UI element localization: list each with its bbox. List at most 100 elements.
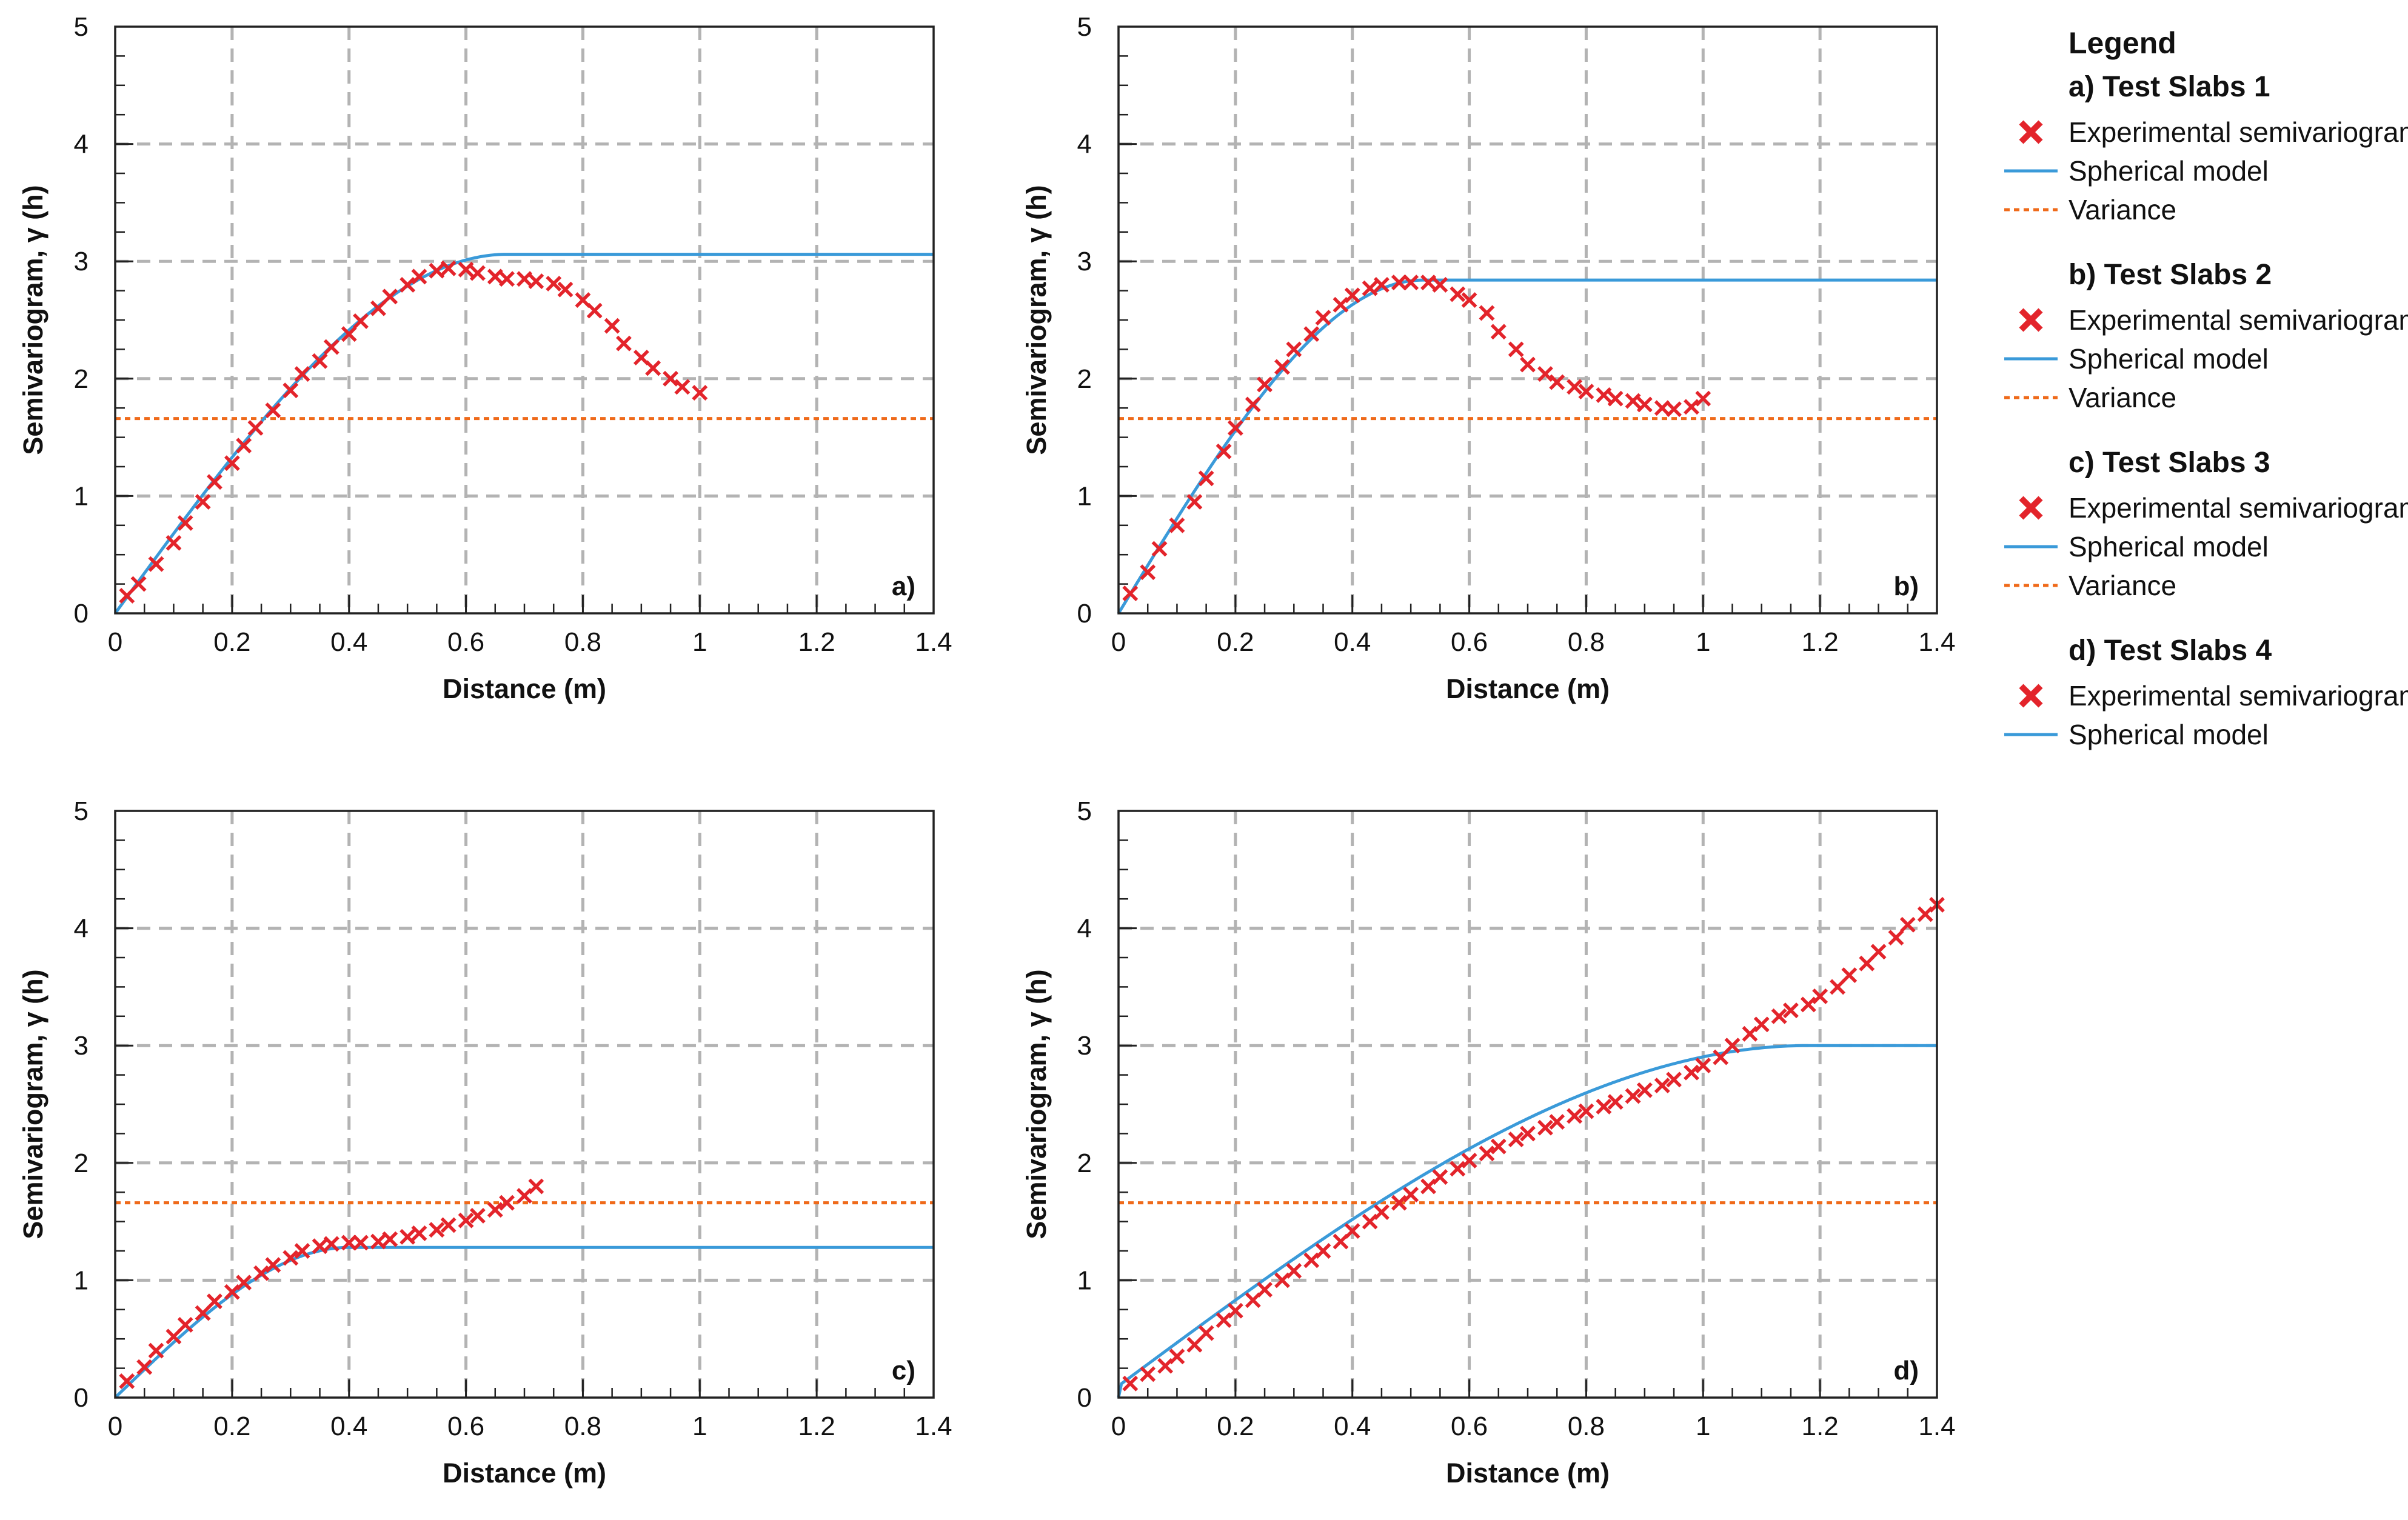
- y-tick-label: 0: [74, 599, 89, 628]
- experimental-point: [1151, 541, 1168, 557]
- y-tick-label: 2: [74, 364, 89, 394]
- experimental-point: [1812, 988, 1828, 1004]
- experimental-point: [1666, 401, 1682, 418]
- x-axis-title: Distance (m): [1446, 1458, 1610, 1488]
- experimental-point: [1607, 1094, 1624, 1110]
- experimental-point: [265, 1257, 281, 1273]
- experimental-point: [119, 1373, 135, 1389]
- legend-group: a) Test Slabs 1 Experimental semivariogra…: [2001, 68, 2408, 229]
- experimental-point: [1420, 275, 1437, 290]
- legend-group-title: a) Test Slabs 1: [2069, 71, 2270, 103]
- x-tick-label: 0.2: [213, 1412, 250, 1441]
- experimental-point: [1303, 326, 1320, 342]
- experimental-point: [1403, 1187, 1419, 1203]
- x-tick-label: 1.2: [1802, 627, 1839, 657]
- experimental-point: [195, 494, 211, 510]
- experimental-point: [487, 268, 503, 285]
- experimental-point: [1286, 1262, 1302, 1279]
- plot-frame: [114, 25, 935, 615]
- experimental-point: [1724, 1038, 1741, 1054]
- x-tick-label: 0.6: [1451, 1412, 1488, 1441]
- experimental-point: [1391, 1195, 1407, 1211]
- experimental-point: [1198, 470, 1214, 487]
- legend-group-title: b) Test Slabs 2: [2069, 259, 2272, 291]
- legend-group-title: c) Test Slabs 3: [2069, 447, 2270, 479]
- x-tick-label: 0.2: [1217, 627, 1254, 657]
- experimental-point: [1753, 1016, 1770, 1033]
- experimental-point: [312, 1238, 328, 1255]
- experimental-point: [499, 1195, 515, 1211]
- experimental-point: [429, 262, 445, 279]
- experimental-point: [633, 350, 649, 365]
- experimental-point: [1140, 564, 1156, 581]
- panel-b: 0 0.2 0.4 0.6 0.8 1 1.2 1.4 0 1 2 3 4 5 Distance (m) Se…: [1021, 12, 1956, 704]
- experimental-point: [615, 335, 632, 352]
- y-tick-label: 3: [1077, 247, 1092, 276]
- x-tick-label: 0.6: [447, 1412, 484, 1441]
- experimental-point: [283, 1250, 299, 1266]
- experimental-point: [1578, 1103, 1594, 1119]
- experimental-point: [1625, 393, 1641, 409]
- y-tick-label: 4: [74, 914, 89, 944]
- experimental-point: [1450, 1161, 1466, 1177]
- experimental-point: [382, 288, 398, 305]
- legend-item-label: Variance: [2069, 194, 2177, 225]
- experimental-point: [283, 382, 299, 399]
- experimental-point: [575, 292, 591, 308]
- experimental-point: [487, 1202, 503, 1218]
- experimental-point: [1227, 420, 1243, 436]
- experimental-point: [1782, 1002, 1799, 1019]
- y-tick-label: 1: [74, 481, 89, 511]
- cross-marker-icon: [2001, 488, 2061, 527]
- experimental-point: [1684, 1064, 1699, 1081]
- experimental-point: [148, 1342, 164, 1359]
- legend-item-label: Experimental semivariogram: [2069, 304, 2408, 336]
- experimental-point: [692, 385, 708, 401]
- x-tick-label: 0.8: [1568, 1412, 1605, 1441]
- experimental-point: [1373, 1204, 1390, 1221]
- experimental-point: [1537, 366, 1553, 382]
- y-tick-label: 4: [1077, 130, 1092, 159]
- legend-group: b) Test Slabs 2 Experimental semivariogra…: [2001, 256, 2408, 417]
- experimental-point: [265, 402, 281, 419]
- experimental-point: [1186, 1336, 1203, 1353]
- experimental-point: [148, 556, 164, 572]
- experimental-point: [1344, 1223, 1360, 1239]
- legend: Legend a) Test Slabs 1 Experimental semiv…: [2001, 18, 2408, 781]
- y-axis-title: Semivariogram, γ (h): [1021, 969, 1052, 1239]
- experimental-point: [1636, 396, 1653, 413]
- experimental-point: [458, 261, 474, 278]
- legend-item: Spherical model: [2001, 715, 2408, 754]
- experimental-point: [323, 339, 339, 355]
- experimental-point: [1333, 1233, 1349, 1250]
- spherical-model-line: [113, 253, 934, 615]
- experimental-point: [1888, 930, 1904, 946]
- panel-d: 0 0.2 0.4 0.6 0.8 1 1.2 1.4 0 1 2 3 4 5 Distance (m) Se…: [1021, 796, 1956, 1488]
- x-tick-label: 0.4: [1334, 627, 1371, 657]
- legend-group: c) Test Slabs 3 Experimental semivariogra…: [2001, 444, 2408, 605]
- experimental-point: [1257, 376, 1273, 393]
- experimental-point: [1344, 287, 1360, 304]
- x-tick-label: 1.4: [1918, 1412, 1955, 1441]
- y-axis-title: Semivariogram, γ (h): [18, 969, 48, 1239]
- experimental-point: [458, 1212, 474, 1228]
- experimental-point: [1666, 1072, 1682, 1088]
- experimental-point: [166, 1328, 182, 1345]
- plot-frame: [114, 810, 935, 1399]
- experimental-point: [674, 379, 691, 395]
- experimental-point: [1859, 955, 1875, 972]
- experimental-point: [411, 268, 427, 285]
- legend-item: Experimental semivariogram: [2001, 488, 2408, 527]
- y-tick-label: 0: [1077, 599, 1092, 628]
- x-tick-label: 1: [1696, 1412, 1710, 1441]
- experimental-point: [1549, 374, 1565, 390]
- x-tick-label: 1.4: [915, 1412, 952, 1441]
- x-tick-label: 1.4: [915, 627, 952, 657]
- experimental-point: [130, 576, 147, 592]
- x-tick-label: 1.4: [1918, 627, 1955, 657]
- legend-item: Variance: [2001, 190, 2408, 229]
- experimental-point: [1520, 1125, 1536, 1142]
- experimental-point: [1140, 1366, 1156, 1382]
- experimental-point: [1899, 916, 1916, 933]
